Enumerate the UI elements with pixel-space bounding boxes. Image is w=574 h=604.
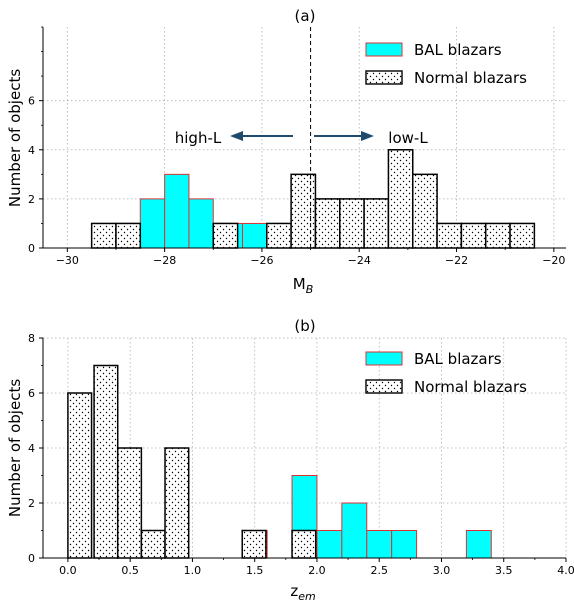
x-tick-label: 3.5 bbox=[495, 564, 513, 577]
x-tick-label: −26 bbox=[250, 254, 273, 267]
bal-blazar-bar bbox=[164, 173, 190, 249]
normal-blazar-bar bbox=[290, 173, 317, 249]
panel-b-bars bbox=[67, 364, 492, 559]
normal-blazar-bar bbox=[116, 447, 143, 559]
legend-bal-swatch bbox=[365, 42, 403, 57]
panel-a-legend: BAL blazars Normal blazars bbox=[365, 41, 527, 87]
y-tick-label: 6 bbox=[28, 387, 35, 400]
y-tick-label: 2 bbox=[28, 193, 35, 206]
low-l-label: low-L bbox=[388, 129, 428, 147]
normal-blazar-bar bbox=[387, 149, 414, 249]
y-tick-label: 4 bbox=[28, 442, 35, 455]
normal-blazar-bar bbox=[67, 392, 93, 559]
normal-blazar-bar bbox=[241, 529, 267, 559]
legend-bal-label: BAL blazars bbox=[414, 350, 502, 368]
normal-blazar-bar bbox=[363, 198, 390, 249]
y-tick-label: 6 bbox=[28, 95, 35, 108]
legend-normal-swatch bbox=[365, 70, 403, 85]
panel-a-title: (a) bbox=[295, 7, 316, 25]
right-arrow-icon bbox=[314, 131, 374, 141]
normal-blazar-bar bbox=[411, 173, 438, 249]
panel-b-axes: 0.0 0.5 1.0 1.5 2.0 2.5 3.0 3.5 4.0 0 2 4 6 8 bbox=[28, 332, 574, 577]
normal-blazar-bar bbox=[93, 364, 119, 559]
x-tick-label: 1.0 bbox=[184, 564, 202, 577]
panel-a-ylabel: Number of objects bbox=[6, 69, 24, 207]
bal-blazar-bar bbox=[366, 530, 393, 559]
normal-blazar-bar bbox=[140, 529, 166, 559]
left-arrow-icon bbox=[230, 131, 293, 141]
x-tick-label: 4.0 bbox=[557, 564, 574, 577]
normal-blazar-bar bbox=[212, 222, 239, 249]
normal-blazar-bar bbox=[509, 222, 536, 249]
x-tick-label: 0.0 bbox=[59, 564, 77, 577]
normal-blazar-bar bbox=[266, 222, 292, 249]
x-tick-label: 2.0 bbox=[308, 564, 326, 577]
bal-blazar-bar bbox=[316, 530, 343, 559]
x-tick-label: −30 bbox=[56, 254, 79, 267]
panel-b-ylabel: Number of objects bbox=[6, 379, 24, 517]
y-tick-label: 8 bbox=[28, 332, 35, 345]
normal-blazar-bar bbox=[460, 222, 487, 249]
panel-a-xlabel-main: M bbox=[293, 275, 306, 293]
bal-blazar-bar bbox=[139, 198, 166, 249]
normal-blazar-bar bbox=[436, 222, 463, 249]
legend-normal-label: Normal blazars bbox=[414, 378, 527, 396]
panel-a: (a) Number of objects MB −30 −28 −26 −24 −22… bbox=[6, 7, 566, 296]
normal-blazar-bar bbox=[339, 198, 365, 249]
panel-b-title: (b) bbox=[294, 317, 315, 335]
panel-b: (b) Number of objects zem 0.0 0.5 1.0 1.5 2.… bbox=[6, 317, 574, 603]
panel-a-xlabel: MB bbox=[293, 275, 314, 296]
panel-a-axes: −30 −28 −26 −24 −22 −20 0 2 4 6 bbox=[28, 26, 566, 267]
high-l-label: high-L bbox=[175, 129, 222, 147]
normal-blazar-bar bbox=[90, 222, 117, 249]
x-tick-label: −28 bbox=[153, 254, 176, 267]
legend-bal-swatch bbox=[365, 351, 403, 366]
x-tick-label: 2.5 bbox=[370, 564, 388, 577]
panel-b-legend: BAL blazars Normal blazars bbox=[365, 350, 527, 396]
panel-a-xlabel-sub: B bbox=[306, 283, 314, 296]
normal-blazar-bar bbox=[291, 529, 317, 559]
legend-normal-swatch bbox=[365, 379, 403, 394]
x-tick-label: 3.0 bbox=[433, 564, 451, 577]
x-tick-label: −22 bbox=[445, 254, 468, 267]
panel-b-xlabel-sub: em bbox=[298, 590, 315, 603]
legend-normal-label: Normal blazars bbox=[414, 69, 527, 87]
x-tick-label: −20 bbox=[542, 254, 565, 267]
y-tick-label: 0 bbox=[28, 552, 35, 565]
x-tick-label: −24 bbox=[348, 254, 371, 267]
y-tick-label: 4 bbox=[28, 144, 35, 157]
normal-blazar-bar bbox=[164, 447, 190, 559]
x-tick-label: 1.5 bbox=[246, 564, 264, 577]
normal-blazar-bar bbox=[314, 198, 341, 249]
panel-b-xlabel-main: z bbox=[290, 582, 298, 600]
bal-blazar-bar bbox=[241, 222, 268, 249]
panel-a-annotations: high-L low-L bbox=[175, 27, 428, 248]
normal-blazar-bar bbox=[484, 222, 511, 249]
normal-blazar-bar bbox=[115, 222, 142, 249]
y-tick-label: 0 bbox=[28, 242, 35, 255]
bal-blazar-bar bbox=[188, 198, 214, 249]
bal-blazar-bar bbox=[465, 530, 492, 559]
x-tick-label: 0.5 bbox=[121, 564, 139, 577]
y-tick-label: 2 bbox=[28, 497, 35, 510]
legend-bal-label: BAL blazars bbox=[414, 41, 502, 59]
panel-b-xlabel: zem bbox=[290, 582, 315, 603]
bal-blazar-bar bbox=[391, 530, 418, 559]
bal-blazar-bar bbox=[341, 502, 368, 559]
